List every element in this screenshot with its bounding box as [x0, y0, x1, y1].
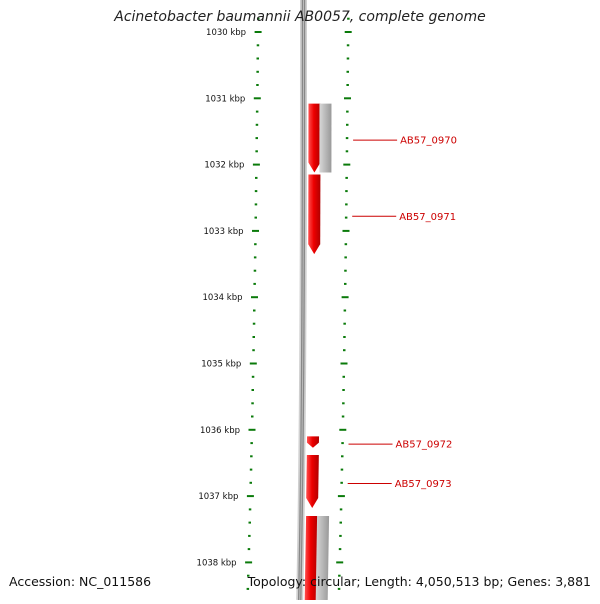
- map-title: Acinetobacter baumannii AB0057, complete…: [114, 9, 486, 25]
- gene-arrow[interactable]: [306, 454, 319, 509]
- gene-arrow[interactable]: [304, 515, 319, 603]
- feature-block[interactable]: [319, 103, 332, 173]
- scale-label: 1031 kbp: [205, 94, 245, 104]
- feature-block[interactable]: [315, 515, 330, 603]
- scale-label: 1034 kbp: [202, 293, 242, 303]
- scale-label: 1036 kbp: [200, 426, 240, 436]
- scale-label: 1038 kbp: [197, 558, 237, 568]
- gene-label[interactable]: AB57_0971: [399, 212, 456, 223]
- scale-label: 1033 kbp: [203, 227, 243, 237]
- gene-label[interactable]: AB57_0970: [400, 136, 457, 147]
- scale-label: 1030 kbp: [206, 28, 246, 38]
- gene-arrow[interactable]: [306, 436, 320, 448]
- scale-label: 1035 kbp: [201, 360, 241, 370]
- genome-summary-label: Topology: circular; Length: 4,050,513 bp…: [247, 574, 591, 589]
- gene-label[interactable]: AB57_0972: [396, 440, 453, 451]
- gene-arrow[interactable]: [308, 174, 321, 255]
- gene-label[interactable]: AB57_0973: [395, 479, 452, 490]
- accession-label: Accession: NC_011586: [9, 574, 152, 589]
- backbone-highlight: [299, 0, 304, 601]
- gene-arrow[interactable]: [308, 103, 321, 173]
- scale-label: 1037 kbp: [198, 492, 238, 502]
- scale-label: 1032 kbp: [204, 161, 244, 171]
